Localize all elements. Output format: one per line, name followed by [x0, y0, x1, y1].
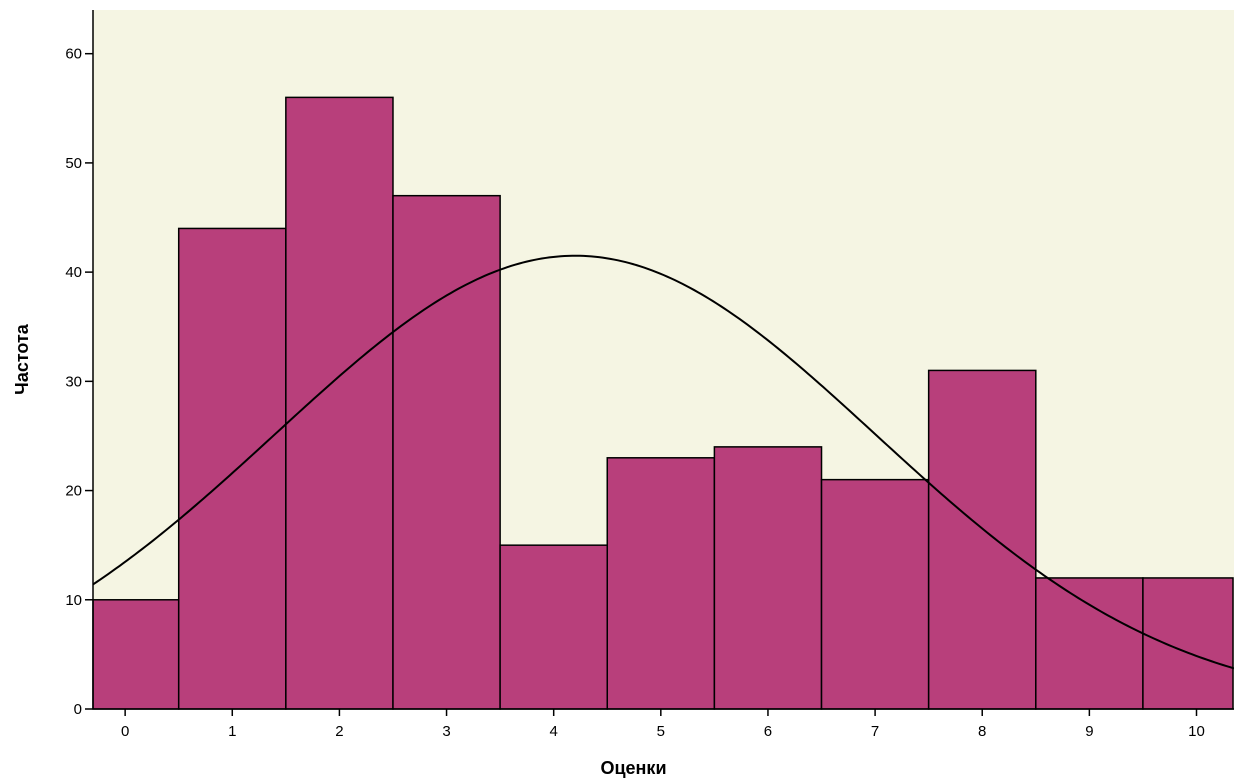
x-tick-label: 8: [978, 723, 986, 740]
x-tick-label: 0: [121, 723, 129, 740]
histogram-bar-4: [499, 544, 609, 710]
y-tick-label: 60: [65, 46, 82, 63]
histogram-bar-5: [606, 457, 716, 710]
histogram-bar-6: [713, 446, 823, 710]
x-tick-label: 7: [871, 723, 879, 740]
histogram-bar-3: [392, 194, 501, 710]
normal-curve: [92, 254, 1234, 670]
bars-group: [92, 96, 1234, 710]
y-axis-title: Частота: [12, 323, 32, 395]
y-tick-label: 10: [65, 592, 82, 609]
x-tick-label: 10: [1188, 723, 1205, 740]
x-tick-label: 9: [1085, 723, 1093, 740]
histogram-bar-0: [92, 599, 180, 710]
x-tick-label: 4: [550, 723, 558, 740]
histogram-bar-8: [927, 369, 1037, 710]
histogram-bar-7: [820, 478, 930, 710]
y-tick-label: 40: [65, 264, 82, 281]
histogram-bar-2: [285, 96, 394, 710]
y-tick-label: 30: [65, 373, 82, 390]
y-tick-label: 0: [74, 701, 82, 718]
x-tick-label: 5: [657, 723, 665, 740]
y-tick-label: 50: [65, 155, 82, 172]
x-axis-title: Оценки: [600, 758, 666, 778]
x-tick-label: 3: [442, 723, 450, 740]
x-axis-ticks: 0 1 2 3 4 5 6 7 8 9 10: [121, 709, 1205, 740]
axes-group: [92, 10, 1234, 710]
histogram-bar-10: [1142, 577, 1234, 710]
histogram-bar-9: [1035, 577, 1144, 710]
histogram-bar-1: [177, 227, 287, 710]
x-tick-label: 6: [764, 723, 772, 740]
x-tick-label: 2: [335, 723, 343, 740]
x-tick-label: 1: [228, 723, 236, 740]
y-tick-label: 20: [65, 483, 82, 500]
y-axis-ticks: 0 10 20 30 40 50 60: [65, 46, 93, 718]
